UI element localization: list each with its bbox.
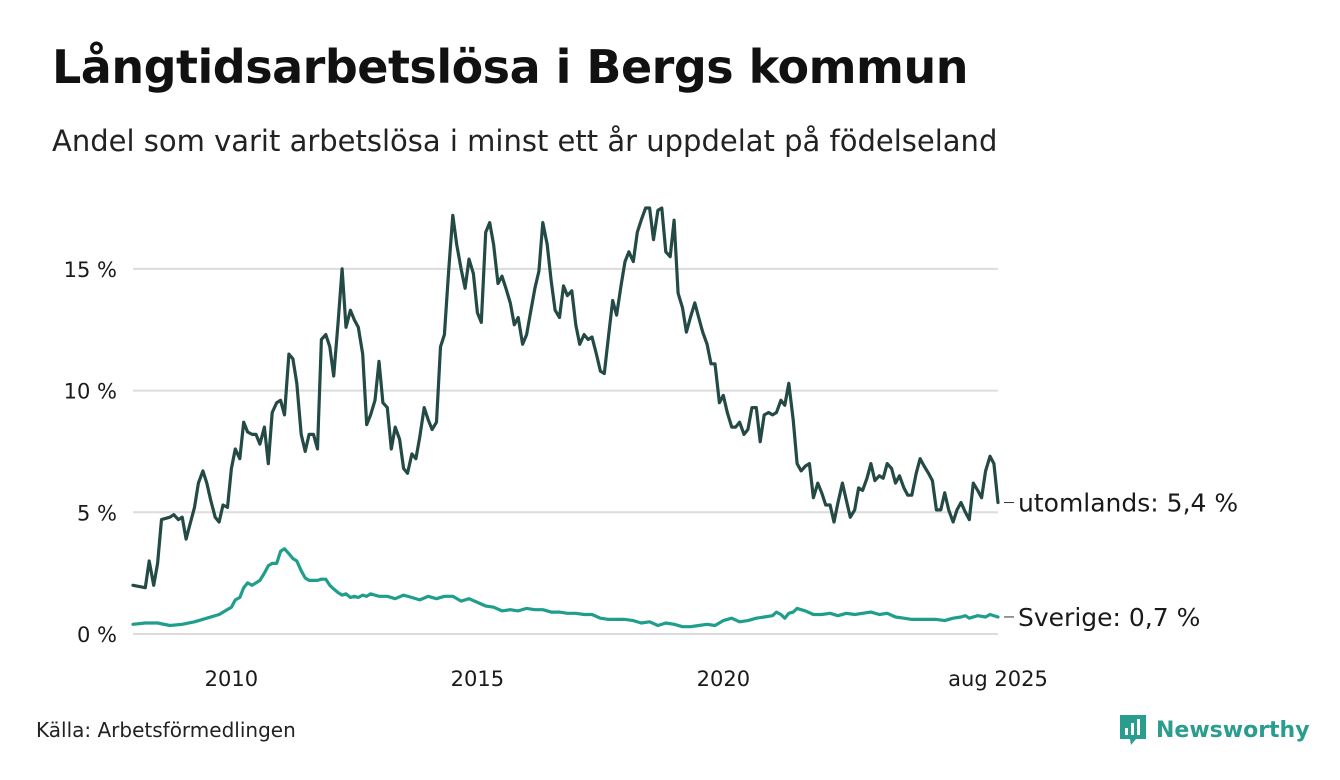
chart-title: Långtidsarbetslösa i Bergs kommun [52, 40, 969, 94]
y-tick-label: 10 % [64, 380, 117, 404]
grid-lines [133, 267, 998, 635]
x-tick-label: 2020 [697, 667, 750, 691]
y-axis: 0 % 5 % 10 % 15 % [64, 258, 117, 647]
chart-subtitle: Andel som varit arbetslösa i minst ett å… [52, 124, 998, 158]
series-lines [131, 206, 1000, 629]
series-line-sverige [131, 547, 1000, 629]
x-axis: 2010 2015 2020 aug 2025 [205, 667, 1048, 691]
line-chart: 0 % 5 % 10 % 15 % 2010 2015 2020 aug 2025 utom… [64, 206, 1238, 691]
source-note: Källa: Arbetsförmedlingen [36, 718, 296, 742]
end-label-sverige: Sverige: 0,7 % [1018, 603, 1200, 632]
x-tick-label: 2010 [205, 667, 258, 691]
y-tick-label: 0 % [77, 623, 117, 647]
end-label-utomlands: utomlands: 5,4 % [1018, 489, 1238, 518]
y-tick-label: 15 % [64, 258, 117, 282]
y-tick-label: 5 % [77, 501, 117, 525]
series-line-utomlands [131, 206, 1000, 590]
brand-name: Newsworthy [1156, 717, 1310, 743]
brand: Newsworthy [1118, 713, 1310, 747]
x-tick-label: 2015 [451, 667, 504, 691]
x-tick-label: aug 2025 [948, 667, 1048, 691]
newsworthy-logo-icon [1120, 715, 1146, 745]
end-labels: utomlands: 5,4 % Sverige: 0,7 % [1004, 489, 1238, 632]
